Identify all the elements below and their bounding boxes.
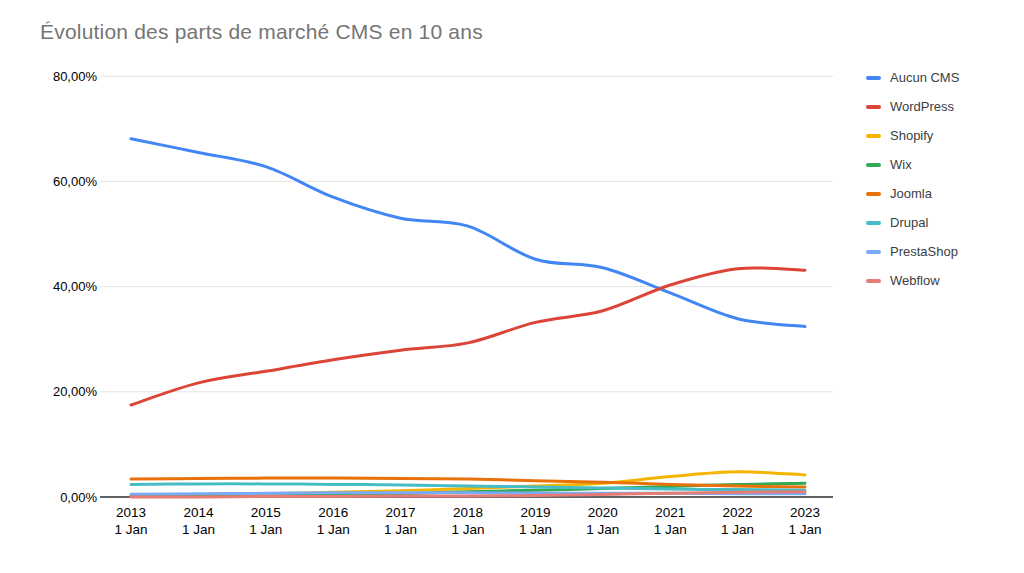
legend-swatch-icon bbox=[866, 279, 881, 283]
legend-item-joomla: Joomla bbox=[866, 185, 959, 202]
legend-swatch-icon bbox=[866, 221, 881, 225]
legend-item-wordpress: WordPress bbox=[866, 98, 959, 115]
legend-item-aucun-cms: Aucun CMS bbox=[866, 69, 959, 86]
y-axis-tick-label: 40,00% bbox=[53, 279, 98, 294]
legend-swatch-icon bbox=[866, 192, 881, 196]
x-axis-day-label: 1 Jan bbox=[451, 522, 484, 537]
legend-swatch-icon bbox=[866, 76, 881, 80]
x-axis-day-label: 1 Jan bbox=[788, 522, 821, 537]
x-axis-year-label: 2018 bbox=[453, 505, 483, 520]
y-axis-tick-label: 60,00% bbox=[53, 174, 98, 189]
legend-label: PrestaShop bbox=[890, 244, 958, 259]
legend-label: Drupal bbox=[890, 215, 928, 230]
legend-item-prestashop: PrestaShop bbox=[866, 243, 959, 260]
x-axis-day-label: 1 Jan bbox=[114, 522, 147, 537]
y-axis-tick-label: 20,00% bbox=[53, 384, 98, 399]
legend-swatch-icon bbox=[866, 105, 881, 109]
y-axis-tick-label: 80,00% bbox=[53, 69, 98, 84]
legend-swatch-icon bbox=[866, 134, 881, 138]
x-axis-year-label: 2015 bbox=[251, 505, 281, 520]
x-axis-year-label: 2020 bbox=[588, 505, 618, 520]
x-axis-year-label: 2019 bbox=[520, 505, 550, 520]
x-axis-day-label: 1 Jan bbox=[654, 522, 687, 537]
x-axis-day-label: 1 Jan bbox=[182, 522, 215, 537]
legend-item-shopify: Shopify bbox=[866, 127, 959, 144]
legend-swatch-icon bbox=[866, 163, 881, 167]
x-axis-day-label: 1 Jan bbox=[384, 522, 417, 537]
legend-label: Webflow bbox=[890, 273, 940, 288]
x-axis-year-label: 2013 bbox=[116, 505, 146, 520]
x-axis-year-label: 2017 bbox=[386, 505, 416, 520]
x-axis-year-label: 2021 bbox=[655, 505, 685, 520]
x-axis-year-label: 2023 bbox=[790, 505, 820, 520]
legend-item-drupal: Drupal bbox=[866, 214, 959, 231]
x-axis-year-label: 2014 bbox=[183, 505, 214, 520]
chart-legend: Aucun CMS WordPress Shopify Wix Joomla D… bbox=[866, 69, 959, 289]
chart-container: Évolution des parts de marché CMS en 10 … bbox=[0, 0, 1024, 573]
x-axis-day-label: 1 Jan bbox=[586, 522, 619, 537]
x-axis-year-label: 2016 bbox=[318, 505, 348, 520]
x-axis-day-label: 1 Jan bbox=[721, 522, 754, 537]
legend-label: Joomla bbox=[890, 186, 932, 201]
y-axis-tick-label: 0,00% bbox=[60, 490, 97, 505]
x-axis-year-label: 2022 bbox=[723, 505, 753, 520]
x-axis-day-label: 1 Jan bbox=[317, 522, 350, 537]
series-line-wordpress bbox=[131, 268, 805, 405]
x-axis-day-label: 1 Jan bbox=[519, 522, 552, 537]
legend-swatch-icon bbox=[866, 250, 881, 254]
series-line-aucun-cms bbox=[131, 139, 805, 327]
legend-label: WordPress bbox=[890, 99, 954, 114]
legend-label: Wix bbox=[890, 157, 912, 172]
legend-label: Shopify bbox=[890, 128, 933, 143]
legend-label: Aucun CMS bbox=[890, 70, 959, 85]
legend-item-webflow: Webflow bbox=[866, 272, 959, 289]
x-axis-day-label: 1 Jan bbox=[249, 522, 282, 537]
legend-item-wix: Wix bbox=[866, 156, 959, 173]
